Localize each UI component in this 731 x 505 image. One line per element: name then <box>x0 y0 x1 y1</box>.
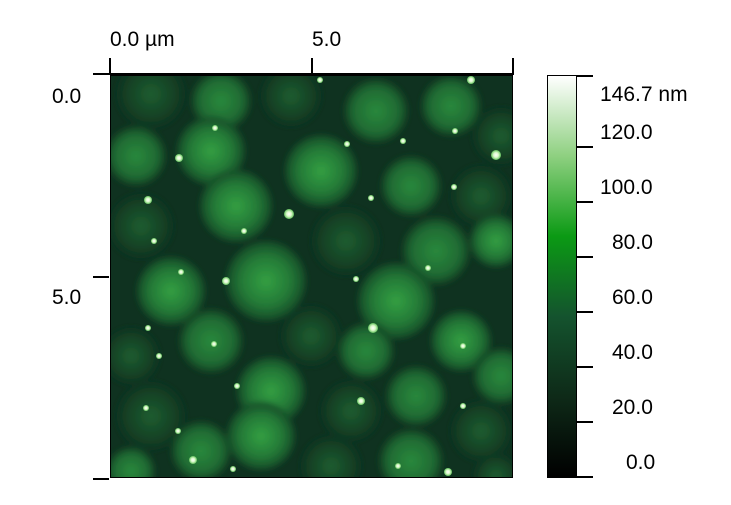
afm-height-image <box>110 75 513 478</box>
y-tick-0 <box>93 73 109 75</box>
y-axis-label-0: 0.0 <box>52 85 82 108</box>
x-tick-end <box>512 58 514 74</box>
colorbar-tick-0 <box>577 476 593 478</box>
height-colorbar <box>547 75 577 478</box>
colorbar-label-80: 80.0 <box>612 231 653 254</box>
afm-height-map <box>111 76 512 477</box>
colorbar-label-20: 20.0 <box>612 396 653 419</box>
y-axis-label-5: 5.0 <box>52 286 82 309</box>
x-tick-5 <box>311 58 313 74</box>
colorbar-tick-80 <box>577 256 593 258</box>
colorbar-tick-20 <box>577 421 593 423</box>
x-axis-line <box>93 73 514 75</box>
colorbar-tick-60 <box>577 311 593 313</box>
colorbar-label-max: 146.7 nm <box>600 83 688 106</box>
x-axis-label-0: 0.0 µm <box>110 28 175 51</box>
surface-particles <box>143 76 501 476</box>
x-tick-0 <box>109 58 111 74</box>
y-tick-5 <box>93 276 109 278</box>
colorbar-label-100: 100.0 <box>600 176 653 199</box>
y-tick-end <box>93 478 109 480</box>
colorbar-tick-100 <box>577 201 593 203</box>
colorbar-tick-120 <box>577 146 593 148</box>
colorbar-tick-40 <box>577 366 593 368</box>
colorbar-label-120: 120.0 <box>600 121 653 144</box>
x-axis-label-5: 5.0 <box>312 28 342 51</box>
colorbar-tick-max <box>577 75 593 77</box>
colorbar-label-60: 60.0 <box>612 286 653 309</box>
colorbar-label-40: 40.0 <box>612 341 653 364</box>
colorbar-label-0: 0.0 <box>626 451 656 474</box>
